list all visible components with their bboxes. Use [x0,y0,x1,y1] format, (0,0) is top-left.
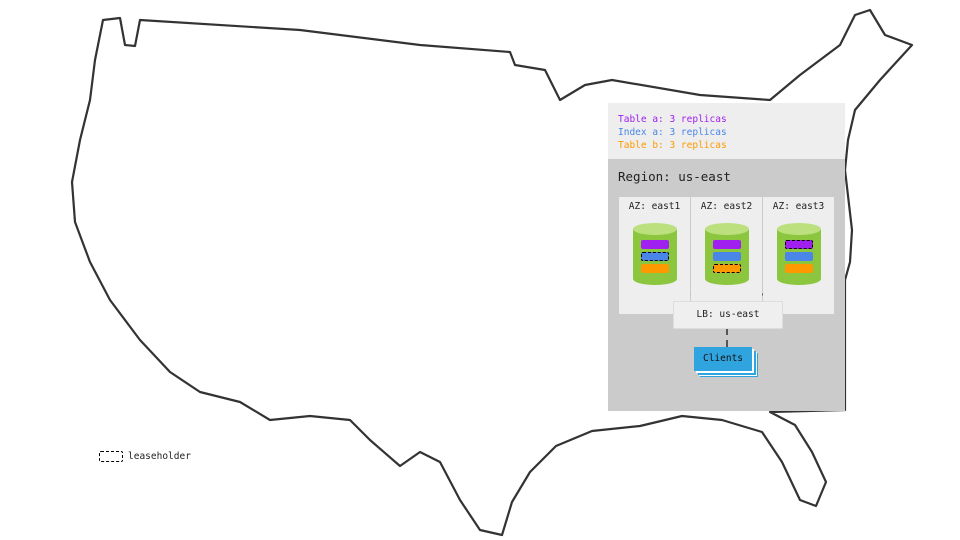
legend-index-a: Index a: 3 replicas [618,127,727,138]
region-panel: Table a: 3 replicas Index a: 3 replicas … [608,103,845,411]
legend-table-b: Table b: 3 replicas [618,140,727,151]
az-east1: AZ: east1 [619,197,690,314]
replica-legend: Table a: 3 replicas Index a: 3 replicas … [608,103,845,159]
replica-table-a-leaseholder [785,240,813,249]
replica-table-b [785,264,813,273]
replica-index-a-leaseholder [641,252,669,261]
replica-index-a [713,252,741,261]
replica-index-a [785,252,813,261]
dashed-box-icon [99,451,123,462]
database-cylinder-icon [777,223,821,285]
replica-table-b [641,264,669,273]
region-label: Region: us-east [618,169,731,184]
replica-table-b-leaseholder [713,264,741,273]
database-cylinder-icon [705,223,749,285]
replica-table-a [713,240,741,249]
clients-box: Clients [694,347,752,371]
az-east3: AZ: east3 [763,197,834,314]
load-balancer: LB: us-east [673,301,783,329]
database-cylinder-icon [633,223,677,285]
replica-table-a [641,240,669,249]
legend-table-a: Table a: 3 replicas [618,114,727,125]
leaseholder-legend: leaseholder [99,451,191,462]
az-east2: AZ: east2 [691,197,762,314]
leaseholder-label: leaseholder [128,451,191,462]
